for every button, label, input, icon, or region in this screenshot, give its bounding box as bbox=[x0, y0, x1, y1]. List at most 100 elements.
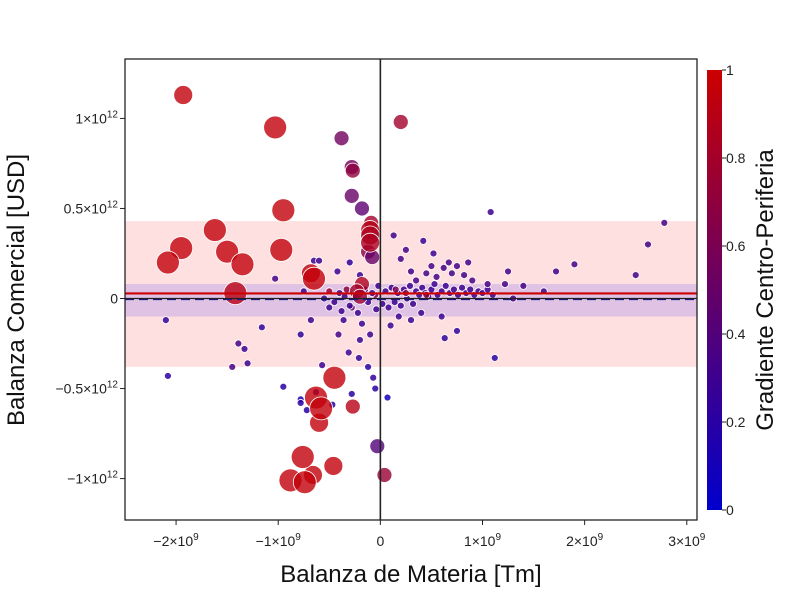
data-point bbox=[339, 316, 348, 325]
data-point bbox=[389, 231, 398, 240]
data-point bbox=[240, 345, 249, 353]
data-point bbox=[383, 393, 392, 402]
data-point bbox=[386, 321, 395, 330]
y-tick-label: 0.5×1012 bbox=[64, 199, 119, 216]
data-point bbox=[366, 330, 375, 339]
colorbar-ticks: 0 0.2 0.4 0.6 0.8 1 bbox=[722, 62, 746, 518]
data-point bbox=[407, 316, 415, 325]
colorbar-tick-label: 0.4 bbox=[726, 326, 746, 342]
data-point bbox=[458, 283, 466, 292]
data-point bbox=[417, 309, 426, 317]
plot-frame bbox=[124, 58, 698, 521]
data-point bbox=[468, 276, 477, 285]
data-point bbox=[353, 309, 362, 317]
data-point bbox=[161, 316, 170, 325]
data-point bbox=[384, 303, 393, 312]
data-point bbox=[437, 312, 446, 321]
data-point bbox=[354, 200, 370, 217]
data-point bbox=[412, 276, 421, 285]
data-point bbox=[230, 252, 255, 277]
data-point bbox=[315, 256, 323, 265]
data-point bbox=[504, 267, 512, 276]
data-point bbox=[570, 260, 579, 269]
colorbar-tick-label: 1 bbox=[726, 62, 734, 78]
data-point bbox=[306, 316, 315, 325]
data-point bbox=[440, 334, 449, 343]
colorbar-tick-label: 0.6 bbox=[726, 238, 746, 254]
data-point bbox=[644, 240, 652, 249]
reference-lines bbox=[125, 59, 697, 520]
data-point bbox=[396, 254, 405, 263]
data-point bbox=[271, 198, 296, 223]
data-point bbox=[660, 218, 669, 227]
data-point bbox=[453, 262, 461, 270]
data-point bbox=[394, 312, 403, 321]
colorbar-title: Gradiente Centro-Periferia bbox=[752, 149, 779, 431]
y-tick-label: 0 bbox=[110, 291, 118, 307]
data-point bbox=[347, 390, 356, 398]
data-point bbox=[356, 336, 364, 344]
data-point bbox=[269, 237, 294, 262]
data-point bbox=[439, 263, 448, 272]
data-point bbox=[376, 467, 393, 483]
data-point bbox=[257, 323, 266, 332]
data-point bbox=[407, 267, 415, 276]
data-point bbox=[372, 305, 381, 314]
data-point bbox=[279, 382, 288, 391]
data-point bbox=[453, 327, 461, 335]
data-point bbox=[419, 236, 428, 245]
data-point bbox=[345, 301, 354, 310]
data-point bbox=[369, 438, 386, 455]
colorbar-tick-label: 0 bbox=[726, 502, 734, 518]
y-axis-ticks: 1×1012 0.5×1012 0 −0.5×1012 −1×1012 bbox=[55, 109, 125, 487]
data-point bbox=[429, 249, 438, 258]
y-tick-label: −1×1012 bbox=[67, 470, 118, 487]
data-points bbox=[155, 85, 669, 495]
data-point bbox=[396, 301, 405, 310]
data-point bbox=[441, 281, 450, 290]
data-point bbox=[352, 288, 368, 305]
data-point bbox=[234, 339, 243, 348]
data-point bbox=[460, 271, 469, 279]
data-point bbox=[155, 250, 180, 275]
data-point bbox=[333, 267, 342, 276]
data-point bbox=[391, 285, 400, 294]
data-point bbox=[401, 245, 410, 254]
data-point bbox=[296, 330, 305, 339]
data-point bbox=[344, 162, 361, 179]
x-axis-ticks: −2×109 −1×109 0 1×109 2×109 3×109 bbox=[153, 520, 706, 549]
data-point bbox=[243, 359, 252, 368]
y-axis-title: Balanza Comercial [USD] bbox=[3, 154, 30, 426]
data-point bbox=[360, 232, 381, 253]
x-tick-label: −2×109 bbox=[153, 532, 199, 549]
data-point bbox=[163, 372, 172, 380]
data-point bbox=[318, 361, 327, 370]
data-point bbox=[292, 470, 317, 495]
data-point bbox=[631, 271, 640, 279]
data-point bbox=[302, 266, 326, 291]
data-point bbox=[552, 267, 560, 276]
data-point bbox=[432, 272, 441, 281]
data-point bbox=[464, 258, 473, 267]
data-point bbox=[323, 456, 344, 476]
data-point bbox=[344, 398, 361, 415]
data-point bbox=[343, 187, 360, 204]
data-point bbox=[369, 373, 378, 382]
data-point bbox=[427, 262, 436, 270]
data-point bbox=[406, 281, 414, 290]
data-point bbox=[202, 218, 227, 242]
y-tick-label: −0.5×1012 bbox=[55, 380, 118, 397]
data-point bbox=[519, 281, 528, 290]
x-axis-title: Balanza de Materia [Tm] bbox=[280, 561, 541, 588]
data-point bbox=[344, 348, 353, 357]
data-point bbox=[358, 319, 366, 328]
x-tick-label: 1×109 bbox=[464, 532, 502, 549]
data-point bbox=[173, 85, 194, 105]
colorbar-tick-label: 0.2 bbox=[726, 414, 746, 430]
data-point bbox=[290, 445, 315, 469]
data-point bbox=[296, 399, 305, 407]
data-point bbox=[322, 365, 347, 390]
data-point bbox=[422, 269, 431, 278]
data-point bbox=[501, 280, 509, 288]
data-point bbox=[483, 280, 492, 288]
